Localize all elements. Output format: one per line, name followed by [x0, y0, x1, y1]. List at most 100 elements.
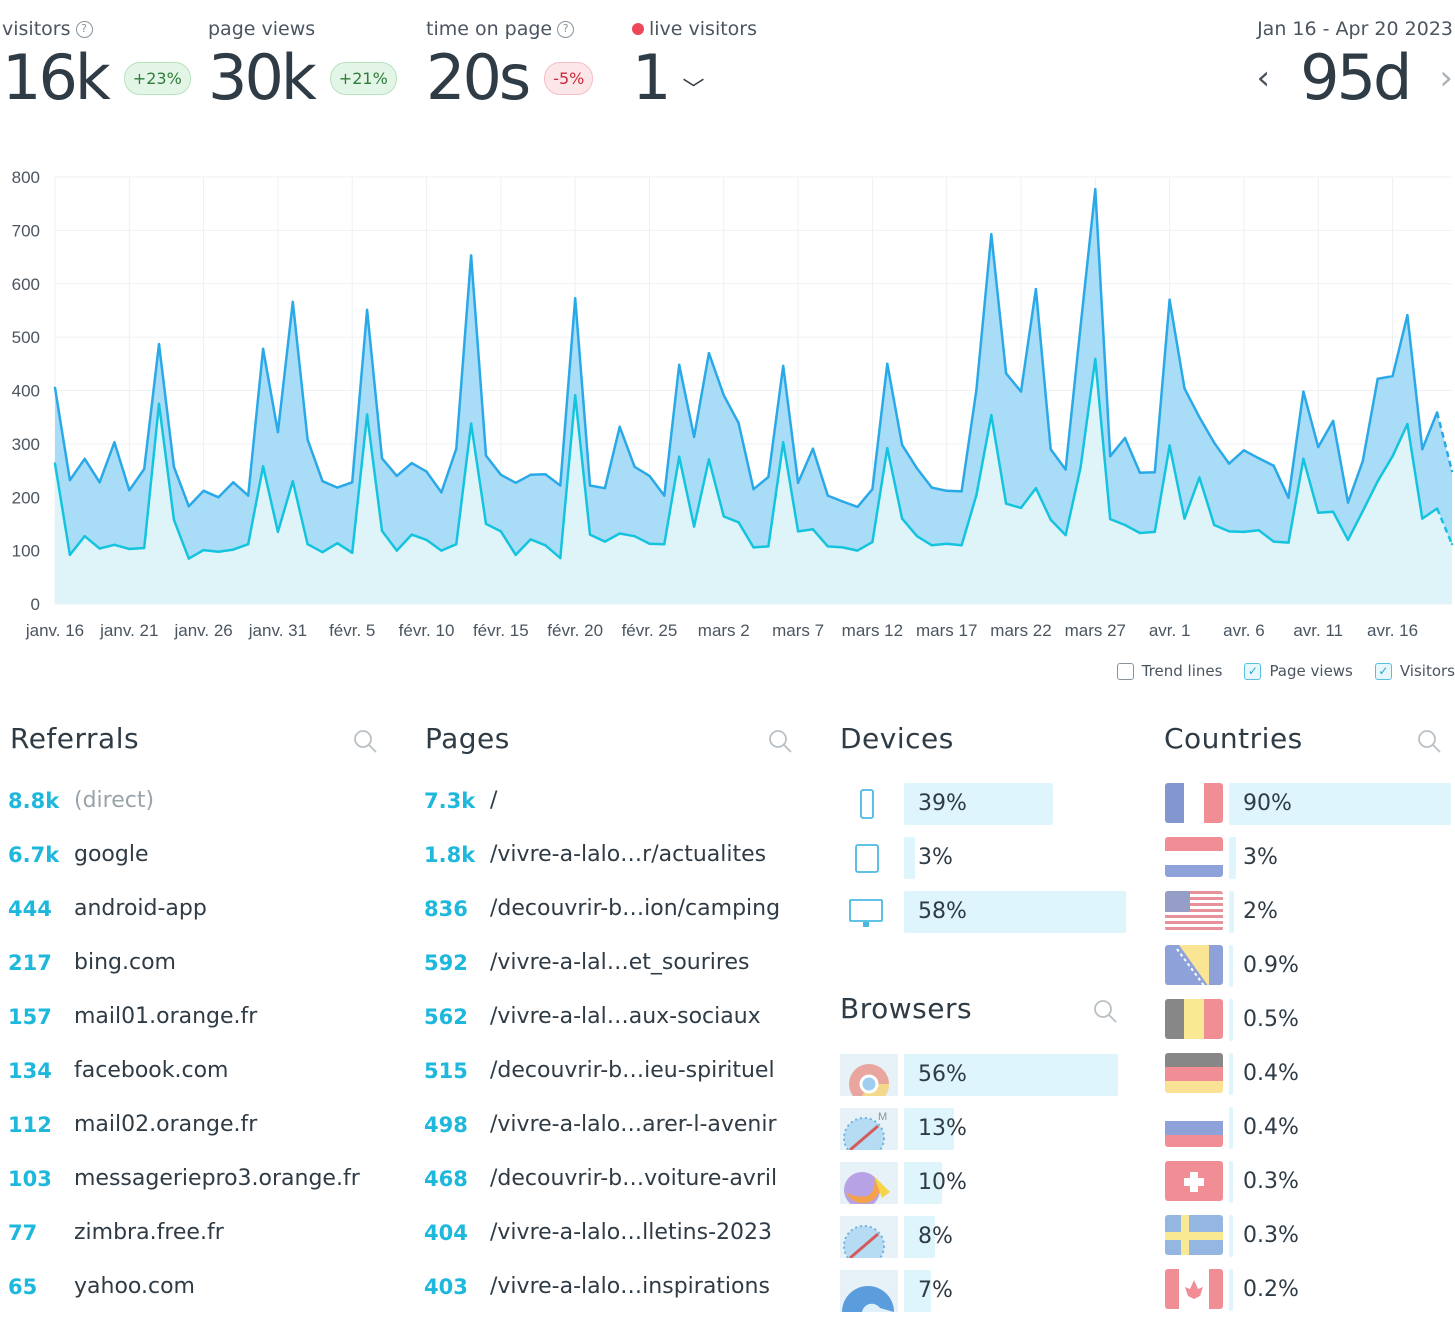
data-point [440, 491, 443, 494]
chevron-right-icon[interactable]: › [1439, 58, 1453, 98]
visitors-toggle[interactable]: ✓ Visitors [1374, 662, 1455, 680]
referrals-row[interactable]: 77 zimbra.free.fr [8, 1220, 224, 1245]
x-tick-label: janv. 26 [173, 621, 232, 640]
metric-page-views[interactable]: page views 30k +21% [208, 18, 397, 114]
search-icon[interactable] [767, 728, 793, 754]
search-icon[interactable] [1092, 998, 1118, 1024]
data-point [499, 530, 503, 533]
countries-row[interactable]: 0.2% [1165, 1269, 1451, 1311]
pages-row[interactable]: 562/vivre-a-lal…aux-sociaux [424, 1004, 761, 1029]
data-point [588, 484, 592, 487]
browsers-row[interactable]: M 13% [840, 1108, 1126, 1150]
search-icon[interactable] [1416, 728, 1442, 754]
data-point [1242, 530, 1246, 534]
metric-visitors[interactable]: visitors? 16k +23% [2, 18, 191, 114]
data-point [351, 481, 354, 484]
data-point [187, 557, 190, 560]
data-point [737, 521, 740, 524]
data-point [1361, 459, 1365, 463]
data-point [1391, 374, 1394, 378]
countries-row[interactable]: 0.4% [1165, 1053, 1451, 1095]
count-value: 498 [424, 1112, 468, 1137]
referrals-row[interactable]: 444 android-app [8, 896, 207, 921]
countries-row[interactable]: 0.3% [1165, 1161, 1451, 1203]
devices-row[interactable]: 58% [838, 891, 1126, 933]
pages-row[interactable]: 468/decouvrir-b…voiture-avril [424, 1166, 777, 1191]
visitors-label: Visitors [1399, 662, 1455, 680]
data-point [1421, 517, 1424, 520]
data-point [1435, 507, 1439, 510]
countries-row[interactable]: 0.4% [1165, 1107, 1451, 1149]
countries-row[interactable]: 2% [1165, 891, 1451, 933]
browsers-panel: Browsers [840, 992, 1130, 1025]
referrals-row[interactable]: 217 bing.com [8, 950, 176, 975]
help-icon[interactable]: ? [75, 20, 93, 38]
browsers-row[interactable]: 7% [840, 1270, 1126, 1312]
countries-row[interactable]: 0.3% [1165, 1215, 1451, 1257]
trend-lines-label: Trend lines [1141, 662, 1223, 680]
countries-row[interactable]: 0.5% [1165, 999, 1451, 1041]
search-icon[interactable] [352, 728, 378, 754]
data-point [351, 551, 354, 554]
pages-row[interactable]: 515/decouvrir-b…ieu-spirituel [424, 1058, 775, 1083]
count-value: 134 [8, 1058, 52, 1083]
data-point [707, 351, 711, 355]
percent-value: 0.5% [1243, 1007, 1299, 1032]
devices-row[interactable]: 39% [838, 783, 1126, 825]
help-icon[interactable]: ? [557, 20, 575, 38]
data-point [484, 454, 488, 457]
row-label: android-app [74, 896, 207, 921]
pages-row[interactable]: 404/vivre-a-lalo…lletins-2023 [424, 1220, 772, 1245]
pages-row[interactable]: 7.3k / [424, 788, 497, 813]
data-point [529, 538, 532, 541]
data-point [469, 254, 473, 257]
data-point [1183, 387, 1186, 390]
count-value: 404 [424, 1220, 468, 1245]
data-point [53, 462, 57, 465]
x-tick-label: avr. 1 [1149, 621, 1191, 640]
data-point [1272, 464, 1275, 467]
chevron-left-icon[interactable]: ‹ [1256, 58, 1271, 98]
page-views-toggle[interactable]: ✓ Page views [1244, 662, 1353, 680]
metric-live-visitors[interactable]: live visitors 1 ﹀ [632, 18, 757, 114]
pages-row[interactable]: 836/decouvrir-b…ion/camping [424, 896, 780, 921]
countries-row[interactable]: 3% [1165, 837, 1451, 879]
referrals-row[interactable]: 103 messageriepro3.orange.fr [8, 1166, 360, 1191]
referrals-row[interactable]: 134 facebook.com [8, 1058, 228, 1083]
pages-row[interactable]: 592/vivre-a-lal…et_sourires [424, 950, 749, 975]
checkbox-icon [1116, 662, 1134, 680]
france-flag-icon [1165, 783, 1223, 823]
data-point [1450, 469, 1454, 473]
referrals-row[interactable]: 8.8k (direct) [8, 788, 154, 813]
data-point [157, 402, 161, 406]
data-point [83, 535, 86, 538]
referrals-row[interactable]: 157 mail01.orange.fr [8, 1004, 257, 1029]
data-point [440, 549, 443, 552]
date-range-label: Jan 16 - Apr 20 2023 [1257, 18, 1453, 40]
count-value: 7.3k [424, 788, 476, 813]
data-point [514, 553, 517, 557]
trend-lines-toggle[interactable]: Trend lines [1116, 662, 1223, 680]
referrals-row[interactable]: 112 mail02.orange.fr [8, 1112, 257, 1137]
data-point [1108, 454, 1112, 458]
chart-legend: Trend lines ✓ Page views ✓ Visitors [1116, 662, 1455, 680]
pages-row[interactable]: 498/vivre-a-lalo…arer-l-avenir [424, 1112, 777, 1137]
chevron-down-icon[interactable]: ﹀ [682, 78, 705, 103]
browsers-row[interactable]: 8% [840, 1216, 1126, 1258]
germany-flag-icon [1165, 1053, 1223, 1093]
referrals-row[interactable]: 6.7k google [8, 842, 149, 867]
pages-row[interactable]: 1.8k/vivre-a-lalo…r/actualites [424, 842, 766, 867]
referrals-row[interactable]: 65 yahoo.com [8, 1274, 195, 1299]
devices-row[interactable]: 3% [838, 837, 1126, 879]
browsers-row[interactable]: 56% [840, 1054, 1126, 1096]
countries-row[interactable]: 90% [1165, 783, 1451, 825]
range-value[interactable]: 95d [1300, 41, 1412, 114]
traffic-chart: 800 700 600 500 400 300 200 100 0 janv. 16 janv. 2… [12, 168, 1454, 640]
percent-value: 58% [918, 899, 967, 924]
share-bar [904, 783, 1053, 825]
data-point [915, 535, 919, 538]
metric-time-on-page[interactable]: time on page? 20s -5% [426, 18, 594, 114]
pages-row[interactable]: 403/vivre-a-lalo…inspirations [424, 1274, 770, 1299]
countries-row[interactable]: 0.9% [1165, 945, 1451, 987]
browsers-row[interactable]: 10% [840, 1162, 1126, 1204]
